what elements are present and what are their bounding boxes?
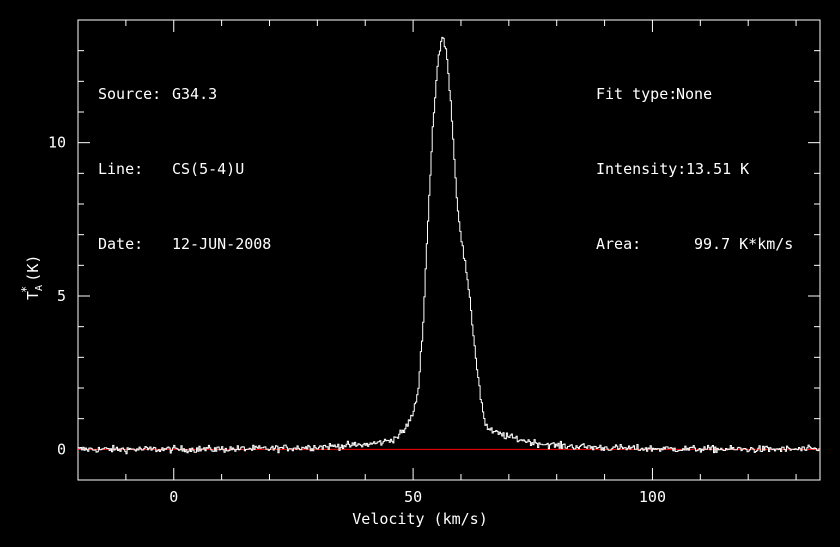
fit-type-value: None: [676, 85, 713, 103]
spectrum-line: [78, 36, 821, 455]
area-row: Area: 99.7 K*km/s: [596, 232, 793, 257]
x-tick-label: 100: [639, 488, 666, 506]
y-axis-label-sup: *: [19, 286, 33, 293]
line-key: Line:: [98, 160, 144, 178]
y-tick-label: 10: [48, 134, 66, 152]
source-key: Source:: [98, 85, 162, 103]
tick-labels: 0 50 100 0 5 10: [48, 134, 666, 506]
line-value: CS(5-4)U: [172, 160, 245, 178]
date-value: 12-JUN-2008: [172, 235, 272, 253]
y-axis-label-sub: A: [34, 285, 45, 291]
x-axis-label: Velocity (km/s): [352, 510, 488, 528]
fit-type-row: Fit type:None: [596, 82, 793, 107]
intensity-key: Intensity:: [596, 160, 687, 178]
x-tick-label: 0: [169, 488, 178, 506]
y-axis-label-unit: (K): [24, 255, 42, 282]
info-left: Source: G34.3 Line: CS(5-4)U Date: 12-JUN-2…: [98, 32, 271, 282]
axis-ticks: [77, 19, 820, 481]
plot-frame: [77, 19, 821, 481]
intensity-value: 13.51 K: [686, 160, 750, 178]
fit-type-key: Fit type:: [596, 85, 678, 103]
info-right: Fit type:None Intensity:13.51 K Area: 99.…: [596, 32, 793, 282]
x-tick-label: 50: [404, 488, 422, 506]
date-key: Date:: [98, 235, 144, 253]
intensity-row: Intensity:13.51 K: [596, 157, 793, 182]
y-axis-label: TA* (K): [19, 255, 45, 300]
y-axis-label-main: T: [24, 291, 42, 300]
date-row: Date: 12-JUN-2008: [98, 232, 271, 257]
y-tick-label: 0: [57, 440, 66, 458]
source-value: G34.3: [172, 85, 218, 103]
line-row: Line: CS(5-4)U: [98, 157, 271, 182]
area-key: Area:: [596, 235, 642, 253]
area-value: 99.7 K*km/s: [694, 235, 794, 253]
source-row: Source: G34.3: [98, 82, 271, 107]
y-tick-label: 5: [57, 287, 66, 305]
